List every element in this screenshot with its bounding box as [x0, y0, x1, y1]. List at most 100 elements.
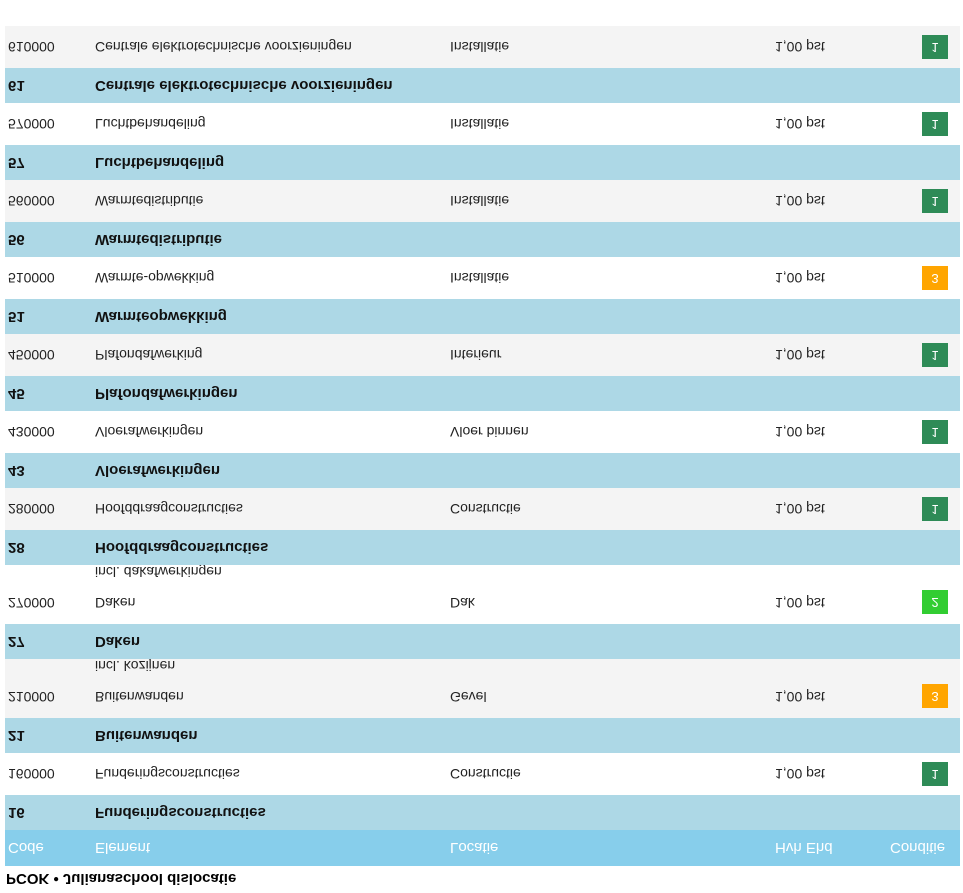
item-location: Interieur: [450, 347, 502, 363]
group-name: Vloerafwerkingen: [95, 462, 221, 479]
item-quantity: 1,00 pst: [775, 424, 825, 440]
group-name: Warmteopwekking: [95, 308, 227, 325]
item-quantity: 1,00 pst: [775, 595, 825, 611]
condition-badge: 1: [922, 420, 948, 444]
item-location: Installatie: [450, 116, 510, 132]
condition-badge: 1: [922, 343, 948, 367]
item-element: Vloerafwerkingen: [95, 424, 204, 440]
group-code: 61: [8, 77, 25, 94]
condition-badge: 1: [922, 112, 948, 136]
header-cell: Hvh Ehd: [775, 839, 833, 856]
group-name: Hoofddraagconstructies: [95, 539, 269, 556]
group-code: 16: [8, 804, 25, 821]
item-quantity: 1,00 pst: [775, 689, 825, 705]
condition-badge: 1: [922, 189, 948, 213]
item-row: 160000 Funderingsconstructies Constructie 1…: [5, 753, 960, 795]
group-code: 45: [8, 385, 25, 402]
item-row: 270000 Daken incl. dakafwerkingen Dak 1,00 p…: [5, 564, 960, 624]
item-row: 280000 Hoofddraagconstructies Constructie 1…: [5, 488, 960, 530]
item-code: 280000: [8, 501, 55, 517]
item-row: 570000 Luchtbehandeling Installatie 1,00 ps…: [5, 103, 960, 145]
group-row: 43 Vloerafwerkingen: [5, 453, 960, 488]
item-row: 510000 Warmte-opwekking Installatie 1,00 ps…: [5, 257, 960, 299]
group-code: 27: [8, 633, 25, 650]
item-element: Funderingsconstructies: [95, 766, 240, 782]
header-row: Code Element Locatie Hvh Ehd Conditie: [5, 830, 960, 866]
item-row: 430000 Vloerafwerkingen Vloer binnen 1,00 p…: [5, 411, 960, 453]
item-code: 570000: [8, 116, 55, 132]
item-element: Daken: [95, 595, 136, 611]
group-row: 56 Warmtedistributie: [5, 222, 960, 257]
group-code: 28: [8, 539, 25, 556]
item-row: 560000 Warmtedistributie Installatie 1,00 p…: [5, 180, 960, 222]
item-location: Gevel: [450, 689, 487, 705]
table: Code Element Locatie Hvh Ehd Conditie 16 Funde…: [5, 26, 960, 866]
group-row: 27 Daken: [5, 624, 960, 659]
header-cell: Locatie: [450, 839, 499, 856]
condition-badge: 3: [922, 684, 948, 708]
group-name: Warmtedistributie: [95, 231, 222, 248]
item-location: Installatie: [450, 270, 510, 286]
item-location: Constructie: [450, 766, 521, 782]
item-note: incl. kozijnen: [95, 658, 176, 674]
item-element: Warmte-opwekking: [95, 270, 215, 286]
item-row: 610000 Centrale elektrotechnische voorzie…: [5, 26, 960, 68]
group-code: 56: [8, 231, 25, 248]
group-code: 57: [8, 154, 25, 171]
item-code: 160000: [8, 766, 55, 782]
item-quantity: 1,00 pst: [775, 116, 825, 132]
group-row: 51 Warmteopwekking: [5, 299, 960, 334]
item-quantity: 1,00 pst: [775, 193, 825, 209]
header-cell: Code: [8, 839, 44, 856]
item-element: Luchtbehandeling: [95, 116, 206, 132]
item-element: Warmtedistributie: [95, 193, 204, 209]
group-row: 16 Funderingsconstructies: [5, 795, 960, 830]
item-quantity: 1,00 pst: [775, 39, 825, 55]
item-location: Constructie: [450, 501, 521, 517]
item-location: Installatie: [450, 39, 510, 55]
group-name: Funderingsconstructies: [95, 804, 266, 821]
item-code: 610000: [8, 39, 55, 55]
item-location: Installatie: [450, 193, 510, 209]
condition-badge: 1: [922, 762, 948, 786]
header-cell: Conditie: [890, 839, 946, 856]
group-code: 43: [8, 462, 25, 479]
item-element: Buitenwanden: [95, 689, 184, 705]
item-location: Vloer binnen: [450, 424, 529, 440]
item-element: Plafondafwerking: [95, 347, 203, 363]
group-name: Buitenwanden: [95, 727, 198, 744]
item-quantity: 1,00 pst: [775, 766, 825, 782]
header-cell: Element: [95, 839, 151, 856]
group-name: Luchtbehandeling: [95, 154, 225, 171]
item-location: Dak: [450, 595, 475, 611]
group-row: 21 Buitenwanden: [5, 718, 960, 753]
condition-badge: 3: [922, 266, 948, 290]
item-element: Hoofddraagconstructies: [95, 501, 243, 517]
item-code: 450000: [8, 347, 55, 363]
page-title: PCOK • Julianaschool dislocatie: [6, 870, 237, 887]
item-row: 210000 Buitenwanden incl. kozijnen Gevel 1,0…: [5, 658, 960, 718]
item-quantity: 1,00 pst: [775, 270, 825, 286]
item-code: 560000: [8, 193, 55, 209]
group-code: 21: [8, 727, 25, 744]
item-element: Centrale elektrotechnische voorzieningen: [95, 39, 352, 55]
group-name: Plafondafwerkingen: [95, 385, 238, 402]
condition-badge: 1: [922, 35, 948, 59]
group-row: 45 Plafondafwerkingen: [5, 376, 960, 411]
condition-badge: 2: [922, 590, 948, 614]
group-row: 57 Luchtbehandeling: [5, 145, 960, 180]
item-row: 450000 Plafondafwerking Interieur 1,00 pst 1: [5, 334, 960, 376]
item-quantity: 1,00 pst: [775, 347, 825, 363]
group-name: Centrale elektrotechnische voorzieningen: [95, 77, 393, 94]
condition-badge: 1: [922, 497, 948, 521]
group-code: 51: [8, 308, 25, 325]
group-row: 61 Centrale elektrotechnische voorziening…: [5, 68, 960, 103]
item-code: 270000: [8, 595, 55, 611]
item-code: 510000: [8, 270, 55, 286]
group-name: Daken: [95, 633, 141, 650]
item-note: incl. dakafwerkingen: [95, 564, 222, 580]
group-row: 28 Hoofddraagconstructies: [5, 530, 960, 565]
item-quantity: 1,00 pst: [775, 501, 825, 517]
